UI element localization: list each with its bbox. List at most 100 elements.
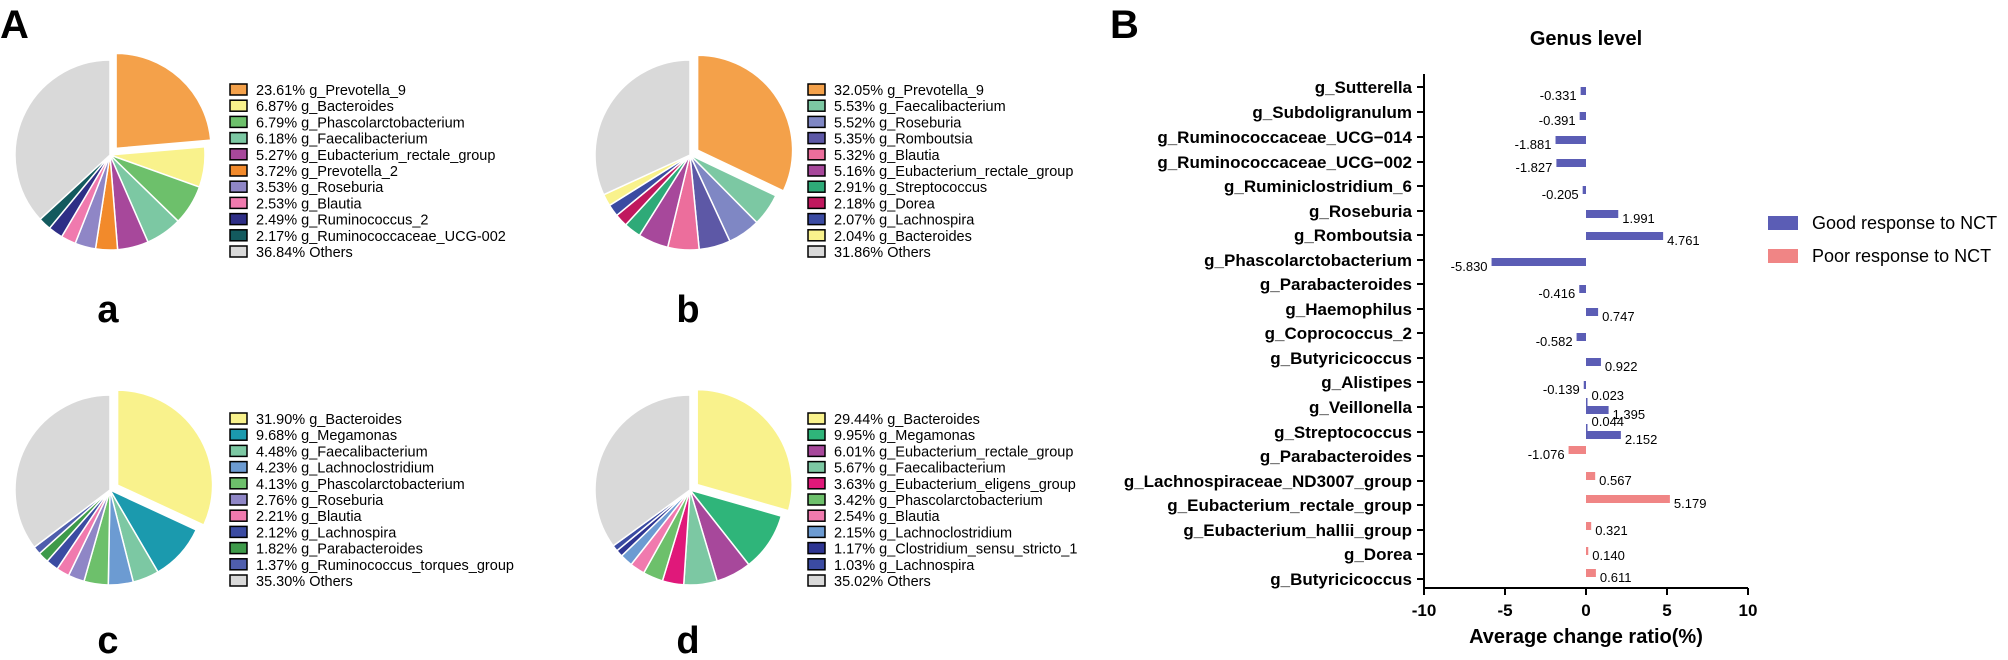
legend-swatch — [229, 509, 248, 522]
legend-swatch — [229, 148, 248, 161]
legend-swatch — [807, 164, 826, 177]
bar-value-label: -1.881 — [1515, 137, 1552, 152]
legend-label: 4.48% g_Faecalibacterium — [256, 444, 428, 460]
pie-sublabel: b — [676, 289, 699, 331]
genus-label: g_Romboutsia — [1294, 226, 1413, 245]
series-legend-swatch — [1768, 249, 1798, 263]
legend-swatch — [807, 131, 826, 145]
bar-value-label: -1.076 — [1528, 447, 1565, 462]
legend-label: 29.44% g_Bacteroides — [834, 412, 980, 428]
x-tick-label: -5 — [1497, 601, 1512, 620]
legend-label: 3.63% g_Eubacterium_eligens_group — [834, 477, 1076, 493]
series-legend-label: Good response to NCT — [1812, 213, 1997, 233]
legend-label: 2.15% g_Lachnoclostridium — [834, 525, 1012, 541]
legend-swatch — [807, 460, 826, 474]
legend-label: 6.79% g_Phascolarctobacterium — [256, 115, 465, 131]
genus-label: g_Veillonella — [1309, 398, 1413, 417]
bar-value-label: -0.139 — [1543, 382, 1580, 397]
legend-label: 5.32% g_Blautia — [834, 148, 941, 164]
legend-swatch — [807, 493, 826, 506]
legend-swatch — [807, 477, 826, 490]
legend-label: 2.12% g_Lachnospira — [256, 525, 397, 541]
legend-label: 5.53% g_Faecalibacterium — [834, 99, 1006, 115]
x-tick-label: -10 — [1412, 601, 1437, 620]
legend-label: 4.13% g_Phascolarctobacterium — [256, 477, 465, 493]
bar — [1555, 136, 1586, 144]
bar-chart: Genus level -10 -5 0 5 10 Average change ratio… — [1124, 28, 1997, 648]
legend-swatch — [807, 83, 826, 96]
legend-swatch — [807, 180, 826, 193]
bar — [1586, 472, 1596, 480]
legend-swatch — [229, 229, 248, 242]
genus-label: g_Alistipes — [1321, 373, 1412, 392]
genus-label: g_Phascolarctobacterium — [1204, 251, 1412, 270]
genus-label: g_Parabacteroides — [1260, 447, 1412, 466]
legend-swatch — [807, 525, 826, 539]
legend-swatch — [807, 509, 826, 522]
legend-swatch — [807, 428, 826, 441]
legend-swatch — [807, 115, 826, 129]
legend-swatch — [807, 558, 826, 571]
legend-swatch — [807, 148, 826, 161]
x-axis-label: Average change ratio(%) — [1469, 626, 1703, 648]
bar — [1586, 431, 1621, 439]
legend-label: 1.37% g_Ruminococcus_torques_group — [256, 558, 514, 574]
bar-value-label: 0.567 — [1599, 473, 1632, 488]
bar-chart-title: Genus level — [1530, 28, 1642, 50]
genus-label: g_Eubacterium_hallii_group — [1183, 521, 1412, 540]
legend-label: 1.03% g_Lachnospira — [834, 558, 975, 574]
bar-value-label: -0.391 — [1539, 113, 1576, 128]
bar-value-label: -5.830 — [1451, 259, 1488, 274]
bar — [1586, 210, 1619, 218]
bar-value-label: 0.140 — [1592, 548, 1625, 563]
legend-label: 35.02% Others — [834, 574, 931, 590]
bar-value-label: -0.416 — [1538, 286, 1575, 301]
bar — [1576, 333, 1586, 341]
bar-value-label: 5.179 — [1674, 496, 1707, 511]
bar-value-label: 0.044 — [1592, 414, 1625, 429]
genus-label: g_Lachnospiraceae_ND3007_group — [1124, 472, 1412, 491]
bar — [1583, 381, 1586, 389]
bar-value-label: 2.152 — [1625, 432, 1658, 447]
pie-slice — [594, 59, 691, 196]
legend-swatch — [229, 574, 248, 587]
pie-slice — [14, 59, 111, 221]
genus-label: g_Streptococcus — [1274, 423, 1412, 442]
legend-swatch — [807, 196, 826, 210]
bar — [1556, 159, 1586, 167]
pie-charts: 23.61% g_Prevotella_96.87% g_Bacteroides… — [14, 52, 1077, 660]
legend-label: 6.18% g_Faecalibacterium — [256, 132, 428, 148]
legend-label: 9.95% g_Megamonas — [834, 428, 975, 444]
legend-label: 6.87% g_Bacteroides — [256, 99, 394, 115]
legend-label: 2.18% g_Dorea — [834, 196, 936, 212]
bar — [1579, 112, 1586, 120]
bar — [1586, 398, 1588, 406]
x-tick-label: 0 — [1581, 601, 1590, 620]
legend-swatch — [229, 180, 248, 193]
bar-value-label: -0.205 — [1542, 187, 1579, 202]
pie-sublabel: a — [97, 289, 119, 331]
legend-swatch — [229, 131, 248, 145]
pie-chart-a: 23.61% g_Prevotella_96.87% g_Bacteroides… — [14, 52, 506, 331]
legend-swatch — [807, 229, 826, 242]
legend-label: 2.76% g_Roseburia — [256, 493, 384, 509]
pie-slice — [115, 52, 212, 150]
bar — [1586, 547, 1589, 555]
pie-sublabel: d — [676, 620, 699, 660]
genus-label: g_Eubacterium_rectale_group — [1167, 496, 1412, 515]
legend-swatch — [229, 164, 248, 177]
legend-swatch — [229, 196, 248, 210]
pie-slice — [14, 394, 111, 549]
genus-label: g_Coprococcus_2 — [1265, 324, 1412, 343]
genus-label: g_Parabacteroides — [1260, 275, 1412, 294]
legend-label: 3.72% g_Prevotella_2 — [256, 164, 398, 180]
series-legend-swatch — [1768, 216, 1798, 230]
bar — [1586, 308, 1599, 316]
bar-value-label: -1.827 — [1516, 160, 1553, 175]
bar-value-label: 0.023 — [1592, 388, 1625, 403]
legend-label: 2.21% g_Blautia — [256, 509, 363, 525]
legend-label: 31.86% Others — [834, 245, 931, 261]
pie-slice — [696, 388, 793, 512]
